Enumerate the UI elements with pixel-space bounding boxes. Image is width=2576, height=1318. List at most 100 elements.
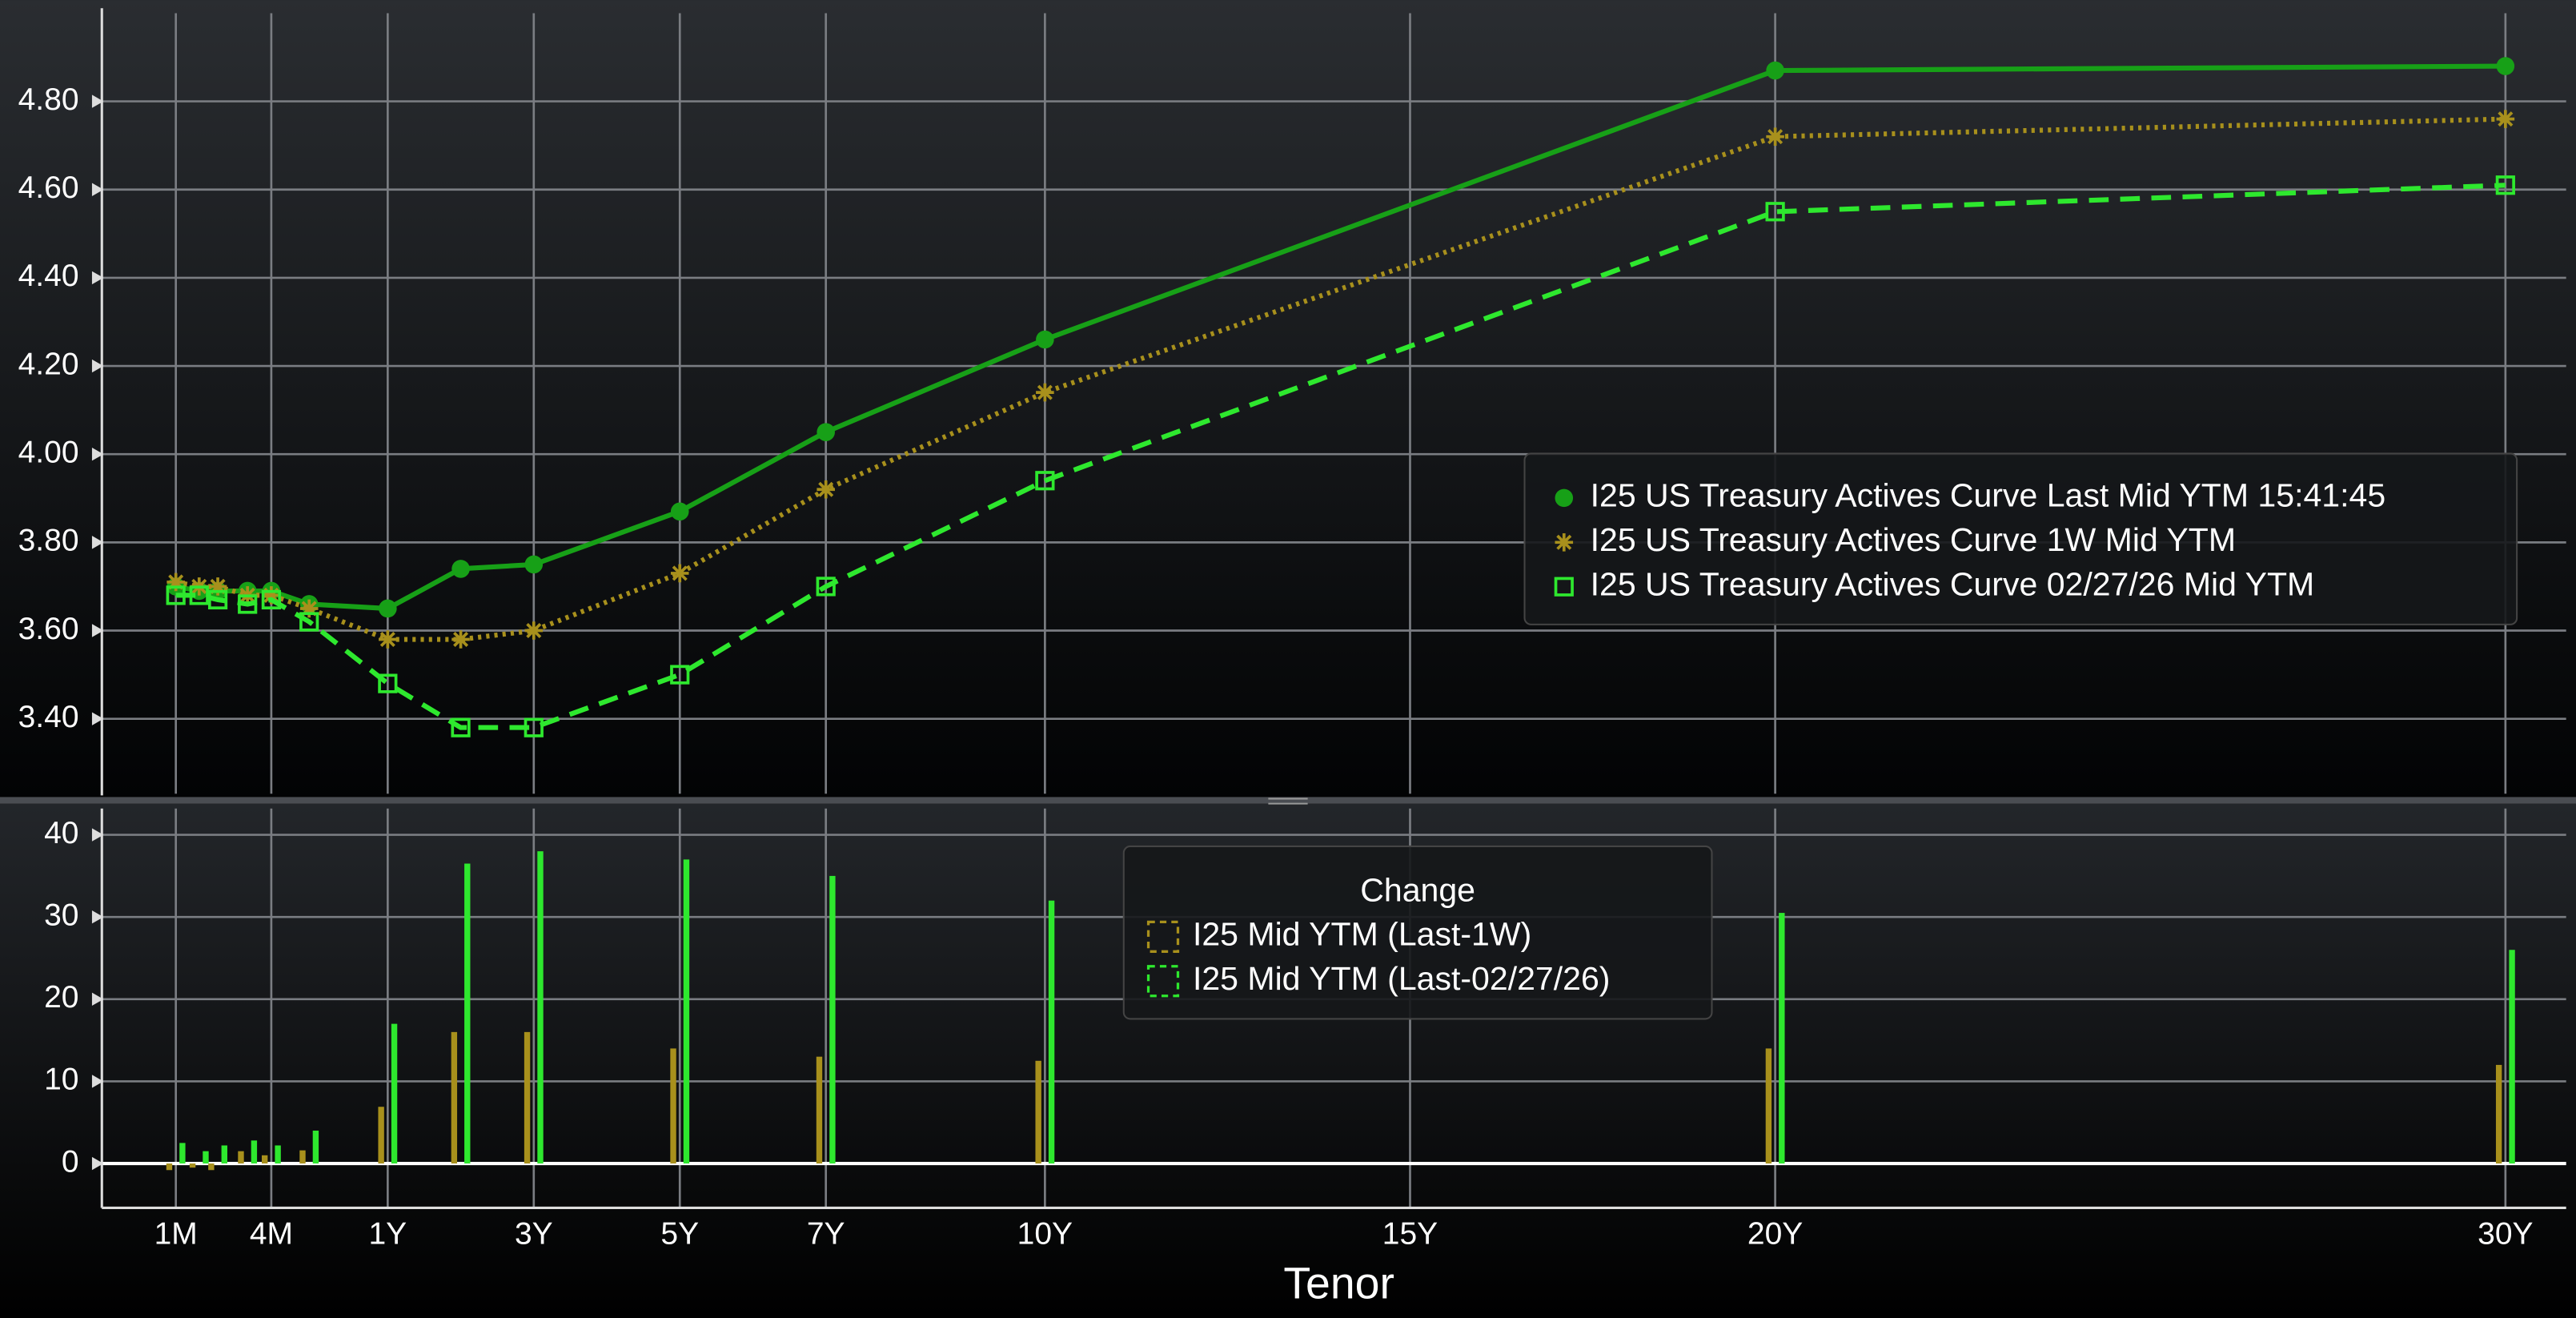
bar bbox=[1779, 913, 1785, 1164]
x-tick-label: 1M bbox=[154, 1217, 198, 1252]
marker bbox=[524, 621, 544, 640]
marker bbox=[524, 555, 544, 574]
x-tick-label: 15Y bbox=[1382, 1217, 1438, 1252]
x-tick-label: 4M bbox=[250, 1217, 293, 1252]
legend-box bbox=[1122, 845, 1713, 1020]
marker bbox=[262, 586, 281, 605]
y-tick bbox=[91, 359, 104, 373]
x-tick-label: 7Y bbox=[807, 1217, 845, 1252]
y-tick bbox=[91, 712, 104, 725]
bar bbox=[2495, 1064, 2502, 1164]
y-tick bbox=[91, 536, 104, 549]
bar bbox=[261, 1155, 268, 1164]
bar bbox=[312, 1131, 319, 1164]
y-tick-label: 3.40 bbox=[18, 700, 79, 734]
bar bbox=[179, 1143, 186, 1164]
y-tick-label: 20 bbox=[44, 980, 78, 1015]
bar bbox=[378, 1107, 384, 1164]
marker bbox=[238, 594, 258, 614]
y-tick-label: 10 bbox=[44, 1063, 78, 1097]
bar bbox=[166, 1163, 173, 1171]
legend-label: I25 Mid YTM (Last-1W) bbox=[1193, 916, 1531, 953]
marker bbox=[670, 502, 689, 521]
bar bbox=[238, 1151, 244, 1164]
bar bbox=[1035, 1060, 1041, 1164]
marker bbox=[524, 717, 544, 737]
bar bbox=[537, 851, 544, 1164]
legend-label: I25 US Treasury Actives Curve Last Mid Y… bbox=[1591, 477, 2386, 514]
line bbox=[175, 183, 2506, 730]
legend-swatch bbox=[1146, 965, 1180, 998]
marker bbox=[1766, 61, 1784, 80]
bar bbox=[670, 1048, 676, 1164]
marker bbox=[670, 564, 689, 583]
legend-label: I25 US Treasury Actives Curve 1W Mid YTM bbox=[1591, 521, 2236, 558]
marker bbox=[379, 630, 397, 649]
bar bbox=[1048, 900, 1055, 1164]
marker bbox=[189, 585, 209, 605]
y-tick bbox=[91, 1156, 104, 1171]
top-panel bbox=[0, 0, 2576, 799]
bar bbox=[221, 1145, 227, 1164]
marker bbox=[670, 665, 690, 685]
marker bbox=[166, 585, 186, 605]
y-tick-label: 30 bbox=[44, 898, 78, 933]
y-tick-label: 4.60 bbox=[18, 171, 79, 205]
y-tick-label: 40 bbox=[44, 816, 78, 850]
marker bbox=[1035, 471, 1055, 491]
y-tick bbox=[91, 1075, 104, 1088]
legend-box bbox=[1523, 452, 2518, 625]
y-tick-label: 4.00 bbox=[18, 436, 79, 470]
x-tick-label: 3Y bbox=[515, 1217, 553, 1252]
y-tick bbox=[91, 183, 104, 196]
bar bbox=[451, 1031, 458, 1164]
marker bbox=[1555, 488, 1574, 508]
marker bbox=[2495, 175, 2515, 195]
bar bbox=[2509, 950, 2515, 1164]
marker bbox=[451, 717, 471, 737]
x-tick-label: 30Y bbox=[2478, 1217, 2533, 1252]
marker bbox=[817, 480, 835, 499]
bar bbox=[464, 863, 471, 1164]
y-tick bbox=[91, 447, 104, 461]
marker bbox=[817, 423, 835, 441]
axes: 3.40 3.60 3.80 4.00 4.20 4.40 4.60 4.80 0 10 20 30 4… bbox=[18, 8, 2566, 1210]
bar bbox=[208, 1163, 215, 1171]
bar bbox=[189, 1163, 196, 1168]
bar bbox=[1765, 1048, 1772, 1164]
marker bbox=[299, 612, 319, 632]
marker bbox=[2496, 57, 2515, 75]
data bbox=[166, 57, 2515, 1171]
x-tick-label: 1Y bbox=[368, 1217, 407, 1252]
marker bbox=[1036, 383, 1054, 402]
legend-label: I25 US Treasury Actives Curve 02/27/26 M… bbox=[1591, 566, 2315, 603]
bar bbox=[251, 1140, 258, 1164]
y-tick-label: 0 bbox=[62, 1144, 79, 1179]
y-tick-label: 4.20 bbox=[18, 347, 79, 381]
y-tick bbox=[91, 992, 104, 1007]
y-tick-label: 4.80 bbox=[18, 82, 79, 117]
y-tick-label: 4.40 bbox=[18, 259, 79, 293]
marker bbox=[1765, 202, 1785, 222]
marker bbox=[1554, 577, 1574, 597]
divider bbox=[0, 797, 2576, 804]
y-tick bbox=[91, 910, 104, 924]
bar bbox=[203, 1151, 209, 1164]
bar bbox=[829, 875, 836, 1164]
legends: Change I25 US Treasury Actives Curve Las… bbox=[1122, 452, 2518, 1020]
marker bbox=[167, 573, 185, 592]
legend-label: I25 Mid YTM (Last-02/27/26) bbox=[1193, 960, 1611, 997]
y-tick bbox=[91, 271, 104, 285]
y-tick bbox=[91, 828, 104, 842]
marker bbox=[2496, 110, 2515, 128]
legend-swatch bbox=[1146, 920, 1180, 953]
marker bbox=[208, 577, 227, 596]
marker bbox=[378, 673, 398, 693]
y-tick-label: 3.80 bbox=[18, 524, 79, 558]
bar bbox=[275, 1145, 281, 1164]
marker bbox=[1555, 532, 1574, 552]
y-tick-label: 3.60 bbox=[18, 612, 79, 646]
marker bbox=[379, 599, 397, 618]
